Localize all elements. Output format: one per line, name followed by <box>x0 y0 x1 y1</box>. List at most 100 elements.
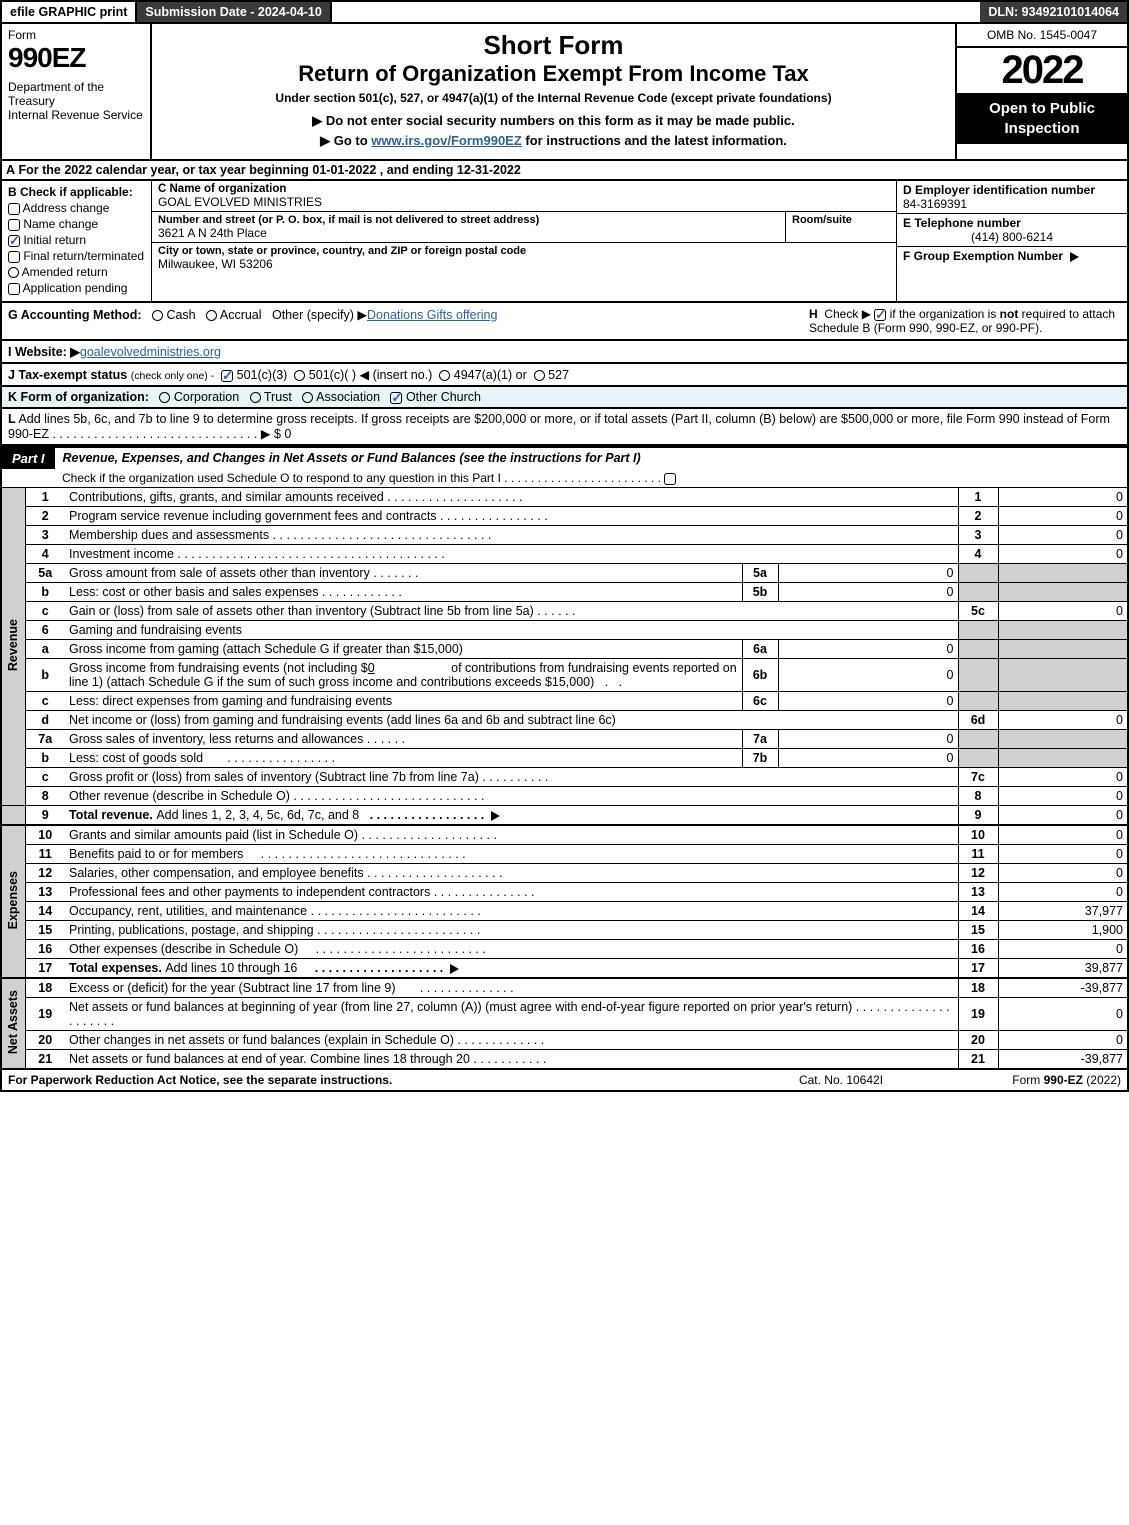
line-7b: bLess: cost of goods sold . . . . . . . … <box>1 749 1128 768</box>
header-right: OMB No. 1545-0047 2022 Open to Public In… <box>957 24 1127 159</box>
footer-formref: Form 990-EZ (2022) <box>941 1073 1121 1087</box>
header-left: Form 990EZ Department of the Treasury In… <box>2 24 152 159</box>
subtitle: Under section 501(c), 527, or 4947(a)(1)… <box>164 91 943 105</box>
chk-schedule-o[interactable] <box>664 473 676 485</box>
org-city: Milwaukee, WI 53206 <box>158 257 890 271</box>
chk-amended[interactable]: Amended return <box>8 265 145 279</box>
row-h: H Check ▶ if the organization is not req… <box>801 307 1121 335</box>
part1-table: Revenue 1Contributions, gifts, grants, a… <box>0 488 1129 1070</box>
part1-title: Revenue, Expenses, and Changes in Net As… <box>55 448 1127 469</box>
row-a-text: For the 2022 calendar year, or tax year … <box>19 163 521 177</box>
title-return: Return of Organization Exempt From Incom… <box>164 61 943 87</box>
c-room-label: Room/suite <box>792 214 890 226</box>
accounting-other-link[interactable]: Donations Gifts offering <box>367 308 497 322</box>
chk-final-return[interactable]: Final return/terminated <box>8 249 145 263</box>
chk-address-change[interactable]: Address change <box>8 201 145 215</box>
line-6b: bGross income from fundraising events (n… <box>1 659 1128 692</box>
line-5b: bLess: cost or other basis and sales exp… <box>1 583 1128 602</box>
note-ssn: ▶ Do not enter social security numbers o… <box>164 113 943 129</box>
arrow-icon <box>491 811 500 821</box>
row-i: I Website: ▶goalevolvedministries.org <box>0 340 1129 363</box>
col-d-e-f: D Employer identification number 84-3169… <box>897 181 1127 301</box>
col-c: C Name of organization GOAL EVOLVED MINI… <box>152 181 897 301</box>
line-6: 6Gaming and fundraising events <box>1 621 1128 640</box>
rad-527[interactable] <box>534 370 545 381</box>
row-a: A For the 2022 calendar year, or tax yea… <box>0 161 1129 180</box>
footer-pra: For Paperwork Reduction Act Notice, see … <box>8 1073 741 1087</box>
line-13: 13Professional fees and other payments t… <box>1 883 1128 902</box>
c-city-label: City or town, state or province, country… <box>158 245 890 257</box>
chk-app-pending[interactable]: Application pending <box>8 281 145 295</box>
line-4: 4Investment income . . . . . . . . . . .… <box>1 545 1128 564</box>
header-center: Short Form Return of Organization Exempt… <box>152 24 957 159</box>
omb-number: OMB No. 1545-0047 <box>957 24 1127 48</box>
row-g-h: G Accounting Method: Cash Accrual Other … <box>0 302 1129 340</box>
irs-link[interactable]: www.irs.gov/Form990EZ <box>371 133 522 148</box>
f-group-label: F Group Exemption Number <box>903 249 1063 263</box>
chk-initial-return[interactable]: Initial return <box>8 233 145 247</box>
page-footer: For Paperwork Reduction Act Notice, see … <box>0 1070 1129 1092</box>
line-20: 20Other changes in net assets or fund ba… <box>1 1031 1128 1050</box>
chk-501c3[interactable] <box>221 370 233 382</box>
line-11: 11Benefits paid to or for members . . . … <box>1 845 1128 864</box>
title-short-form: Short Form <box>164 30 943 61</box>
form-word: Form <box>8 28 144 42</box>
efile-label[interactable]: efile GRAPHIC print <box>2 2 137 22</box>
line-21: 21Net assets or fund balances at end of … <box>1 1050 1128 1070</box>
c-addr-label: Number and street (or P. O. box, if mail… <box>158 214 779 226</box>
rad-501c[interactable] <box>294 370 305 381</box>
part1-header-wrap: Part I Revenue, Expenses, and Changes in… <box>0 446 1129 469</box>
line-8: 8Other revenue (describe in Schedule O) … <box>1 787 1128 806</box>
phone: (414) 800-6214 <box>903 230 1121 244</box>
line-10: Expenses 10Grants and similar amounts pa… <box>1 825 1128 845</box>
line-6a: aGross income from gaming (attach Schedu… <box>1 640 1128 659</box>
line-16: 16Other expenses (describe in Schedule O… <box>1 940 1128 959</box>
row-k: K Form of organization: Corporation Trus… <box>0 386 1129 408</box>
line-18: Net Assets 18Excess or (deficit) for the… <box>1 978 1128 998</box>
d-ein-label: D Employer identification number <box>903 183 1121 197</box>
line-14: 14Occupancy, rent, utilities, and mainte… <box>1 902 1128 921</box>
part1-tab: Part I <box>2 448 55 469</box>
rad-cash[interactable] <box>152 310 163 321</box>
line-17: 17Total expenses. Add lines 10 through 1… <box>1 959 1128 979</box>
rad-corp[interactable] <box>159 392 170 403</box>
row-l: L Add lines 5b, 6c, and 7b to line 9 to … <box>0 408 1129 446</box>
org-address: 3621 A N 24th Place <box>158 226 779 240</box>
rad-4947[interactable] <box>439 370 450 381</box>
line-9: 9Total revenue. Add lines 1, 2, 3, 4, 5c… <box>1 806 1128 826</box>
sidelabel-revenue: Revenue <box>6 619 20 671</box>
sidelabel-expenses: Expenses <box>6 871 20 929</box>
line-12: 12Salaries, other compensation, and empl… <box>1 864 1128 883</box>
col-b: B Check if applicable: Address change Na… <box>2 181 152 301</box>
line-6c: cLess: direct expenses from gaming and f… <box>1 692 1128 711</box>
arrow-icon <box>1070 252 1079 262</box>
submission-date: Submission Date - 2024-04-10 <box>137 2 331 22</box>
open-to-public: Open to Public Inspection <box>957 93 1127 144</box>
chk-other-org[interactable] <box>390 392 402 404</box>
chk-name-change[interactable]: Name change <box>8 217 145 231</box>
block-b-to-f: B Check if applicable: Address change Na… <box>0 180 1129 302</box>
rad-assoc[interactable] <box>302 392 313 403</box>
line-3: 3Membership dues and assessments . . . .… <box>1 526 1128 545</box>
rad-accrual[interactable] <box>206 310 217 321</box>
c-name-label: C Name of organization <box>158 183 890 195</box>
rad-trust[interactable] <box>250 392 261 403</box>
line-7c: cGross profit or (loss) from sales of in… <box>1 768 1128 787</box>
line-5c: cGain or (loss) from sale of assets othe… <box>1 602 1128 621</box>
dln: DLN: 93492101014064 <box>980 2 1127 22</box>
ein: 84-3169391 <box>903 197 1121 211</box>
form-number: 990EZ <box>8 42 144 74</box>
arrow-icon <box>450 964 459 974</box>
website-link[interactable]: goalevolvedministries.org <box>80 345 221 359</box>
other-org-val: Church <box>441 390 481 404</box>
line-1: Revenue 1Contributions, gifts, grants, a… <box>1 488 1128 507</box>
department: Department of the Treasury Internal Reve… <box>8 80 144 122</box>
line-15: 15Printing, publications, postage, and s… <box>1 921 1128 940</box>
org-name: GOAL EVOLVED MINISTRIES <box>158 195 890 209</box>
form-header: Form 990EZ Department of the Treasury In… <box>0 24 1129 161</box>
footer-catno: Cat. No. 10642I <box>741 1073 941 1087</box>
gross-receipts: $ 0 <box>274 427 291 441</box>
chk-schedule-b[interactable] <box>874 309 886 321</box>
line-5a: 5aGross amount from sale of assets other… <box>1 564 1128 583</box>
row-j: J Tax-exempt status (check only one) - 5… <box>0 363 1129 386</box>
